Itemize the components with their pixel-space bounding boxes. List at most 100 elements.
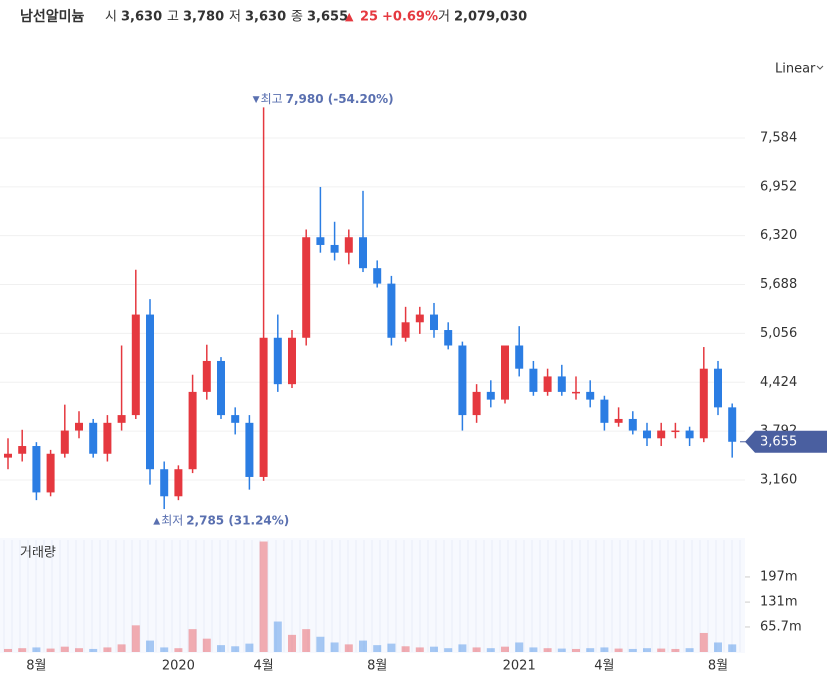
y-tick-label: 6,320 — [760, 228, 797, 243]
volume-bar — [501, 646, 509, 652]
candle-body — [359, 237, 367, 269]
volume-bar — [18, 648, 27, 652]
volume-bar — [231, 646, 240, 652]
low-label: 저 — [229, 10, 241, 25]
menu-caret[interactable] — [816, 65, 824, 70]
candle-body — [330, 244, 339, 253]
volume-bar — [458, 644, 467, 652]
volume-bar — [614, 648, 623, 652]
y-tick-label: 4,424 — [760, 375, 797, 390]
high-marker-arrow: ▼ — [253, 95, 260, 105]
volume-bar — [316, 636, 325, 652]
candle-body — [486, 391, 495, 400]
low-marker-label: 최저 — [161, 514, 183, 528]
change-mark: ▲ — [345, 10, 354, 23]
x-tick-label: 2021 — [503, 659, 536, 674]
candle-body — [387, 283, 396, 338]
candle-body — [174, 469, 183, 497]
volume-bar — [330, 642, 339, 652]
candle-body — [685, 430, 694, 439]
candle-body — [75, 422, 83, 431]
volume-bar — [699, 632, 708, 652]
volume-bar — [728, 644, 737, 652]
volume-bar — [160, 647, 169, 652]
candle-body — [188, 391, 197, 470]
volume-bar — [529, 647, 538, 652]
candle-body — [501, 345, 509, 400]
x-tick-label: 2020 — [162, 659, 195, 674]
y-tick-label: 7,584 — [760, 130, 797, 145]
volume-bar — [146, 640, 154, 652]
volume-bar — [245, 643, 254, 652]
candle-body — [146, 314, 154, 470]
candle-body — [245, 422, 254, 477]
low-value: 3,630 — [245, 10, 286, 25]
volume-bar — [344, 644, 353, 652]
candle-body — [344, 237, 353, 253]
candle-body — [217, 360, 225, 416]
volume-bar — [444, 648, 453, 652]
volume-bar — [515, 642, 524, 652]
volume-bar — [557, 648, 566, 652]
candle-body — [458, 345, 467, 416]
volume-bar — [430, 646, 438, 652]
candle-body — [714, 368, 722, 408]
y-tick-label: 6,952 — [760, 179, 797, 194]
volume-bar — [685, 648, 694, 652]
x-tick-label: 8월 — [26, 659, 46, 674]
volume-bar — [188, 629, 197, 652]
candle-body — [131, 314, 140, 416]
volume-bar — [89, 648, 98, 652]
volume-bar — [288, 634, 296, 652]
high-marker-text: 7,980 (-54.20%) — [286, 92, 394, 106]
high-value: 3,780 — [183, 10, 224, 25]
candle-body — [316, 237, 325, 245]
volume-bar — [46, 648, 55, 652]
candle-body — [657, 430, 666, 439]
volume-value: 2,079,030 — [454, 10, 527, 25]
scale-menu[interactable]: Linear — [775, 62, 816, 77]
volume-bar — [415, 647, 424, 652]
candle-body — [543, 376, 552, 392]
volume-bar — [387, 643, 396, 652]
volume-bar — [714, 642, 722, 652]
candle-body — [728, 407, 737, 442]
x-tick-label: 8월 — [367, 659, 387, 674]
candle-body — [103, 422, 112, 454]
x-tick-label: 4월 — [253, 659, 273, 674]
volume-bar — [486, 648, 495, 652]
volume-bar — [359, 640, 367, 652]
candle-body — [643, 430, 651, 439]
y-tick-label: 5,688 — [760, 277, 797, 292]
candle-body — [557, 376, 566, 392]
candle-body — [32, 446, 41, 493]
candle-body — [60, 430, 69, 454]
volume-bar — [543, 648, 552, 652]
x-tick-label: 4월 — [594, 659, 614, 674]
high-marker-label: 최고 — [261, 92, 283, 106]
x-tick-label: 8월 — [708, 659, 728, 674]
volume-bar — [75, 648, 83, 652]
low-marker-arrow: ▲ — [153, 517, 160, 527]
candle-body — [671, 430, 680, 433]
volume-tick-label: 197m — [760, 569, 797, 584]
low-marker-text: 2,785 (31.24%) — [186, 514, 289, 528]
volume-bar — [586, 648, 595, 652]
candle-body — [4, 453, 12, 458]
candle-body — [401, 322, 410, 338]
volume-bar — [401, 646, 410, 652]
high-label: 고 — [167, 10, 179, 25]
candle-body — [117, 415, 126, 423]
volume-label: 거 — [438, 10, 450, 25]
volume-bar — [643, 648, 651, 652]
candle-body — [699, 368, 708, 439]
candle-body — [444, 330, 453, 346]
volume-bar — [4, 648, 12, 652]
volume-bar — [671, 648, 680, 652]
candle-body — [572, 391, 580, 394]
candle-body — [415, 314, 424, 323]
candle-body — [515, 345, 524, 369]
volume-bar — [103, 647, 112, 652]
candle-body — [231, 415, 240, 423]
